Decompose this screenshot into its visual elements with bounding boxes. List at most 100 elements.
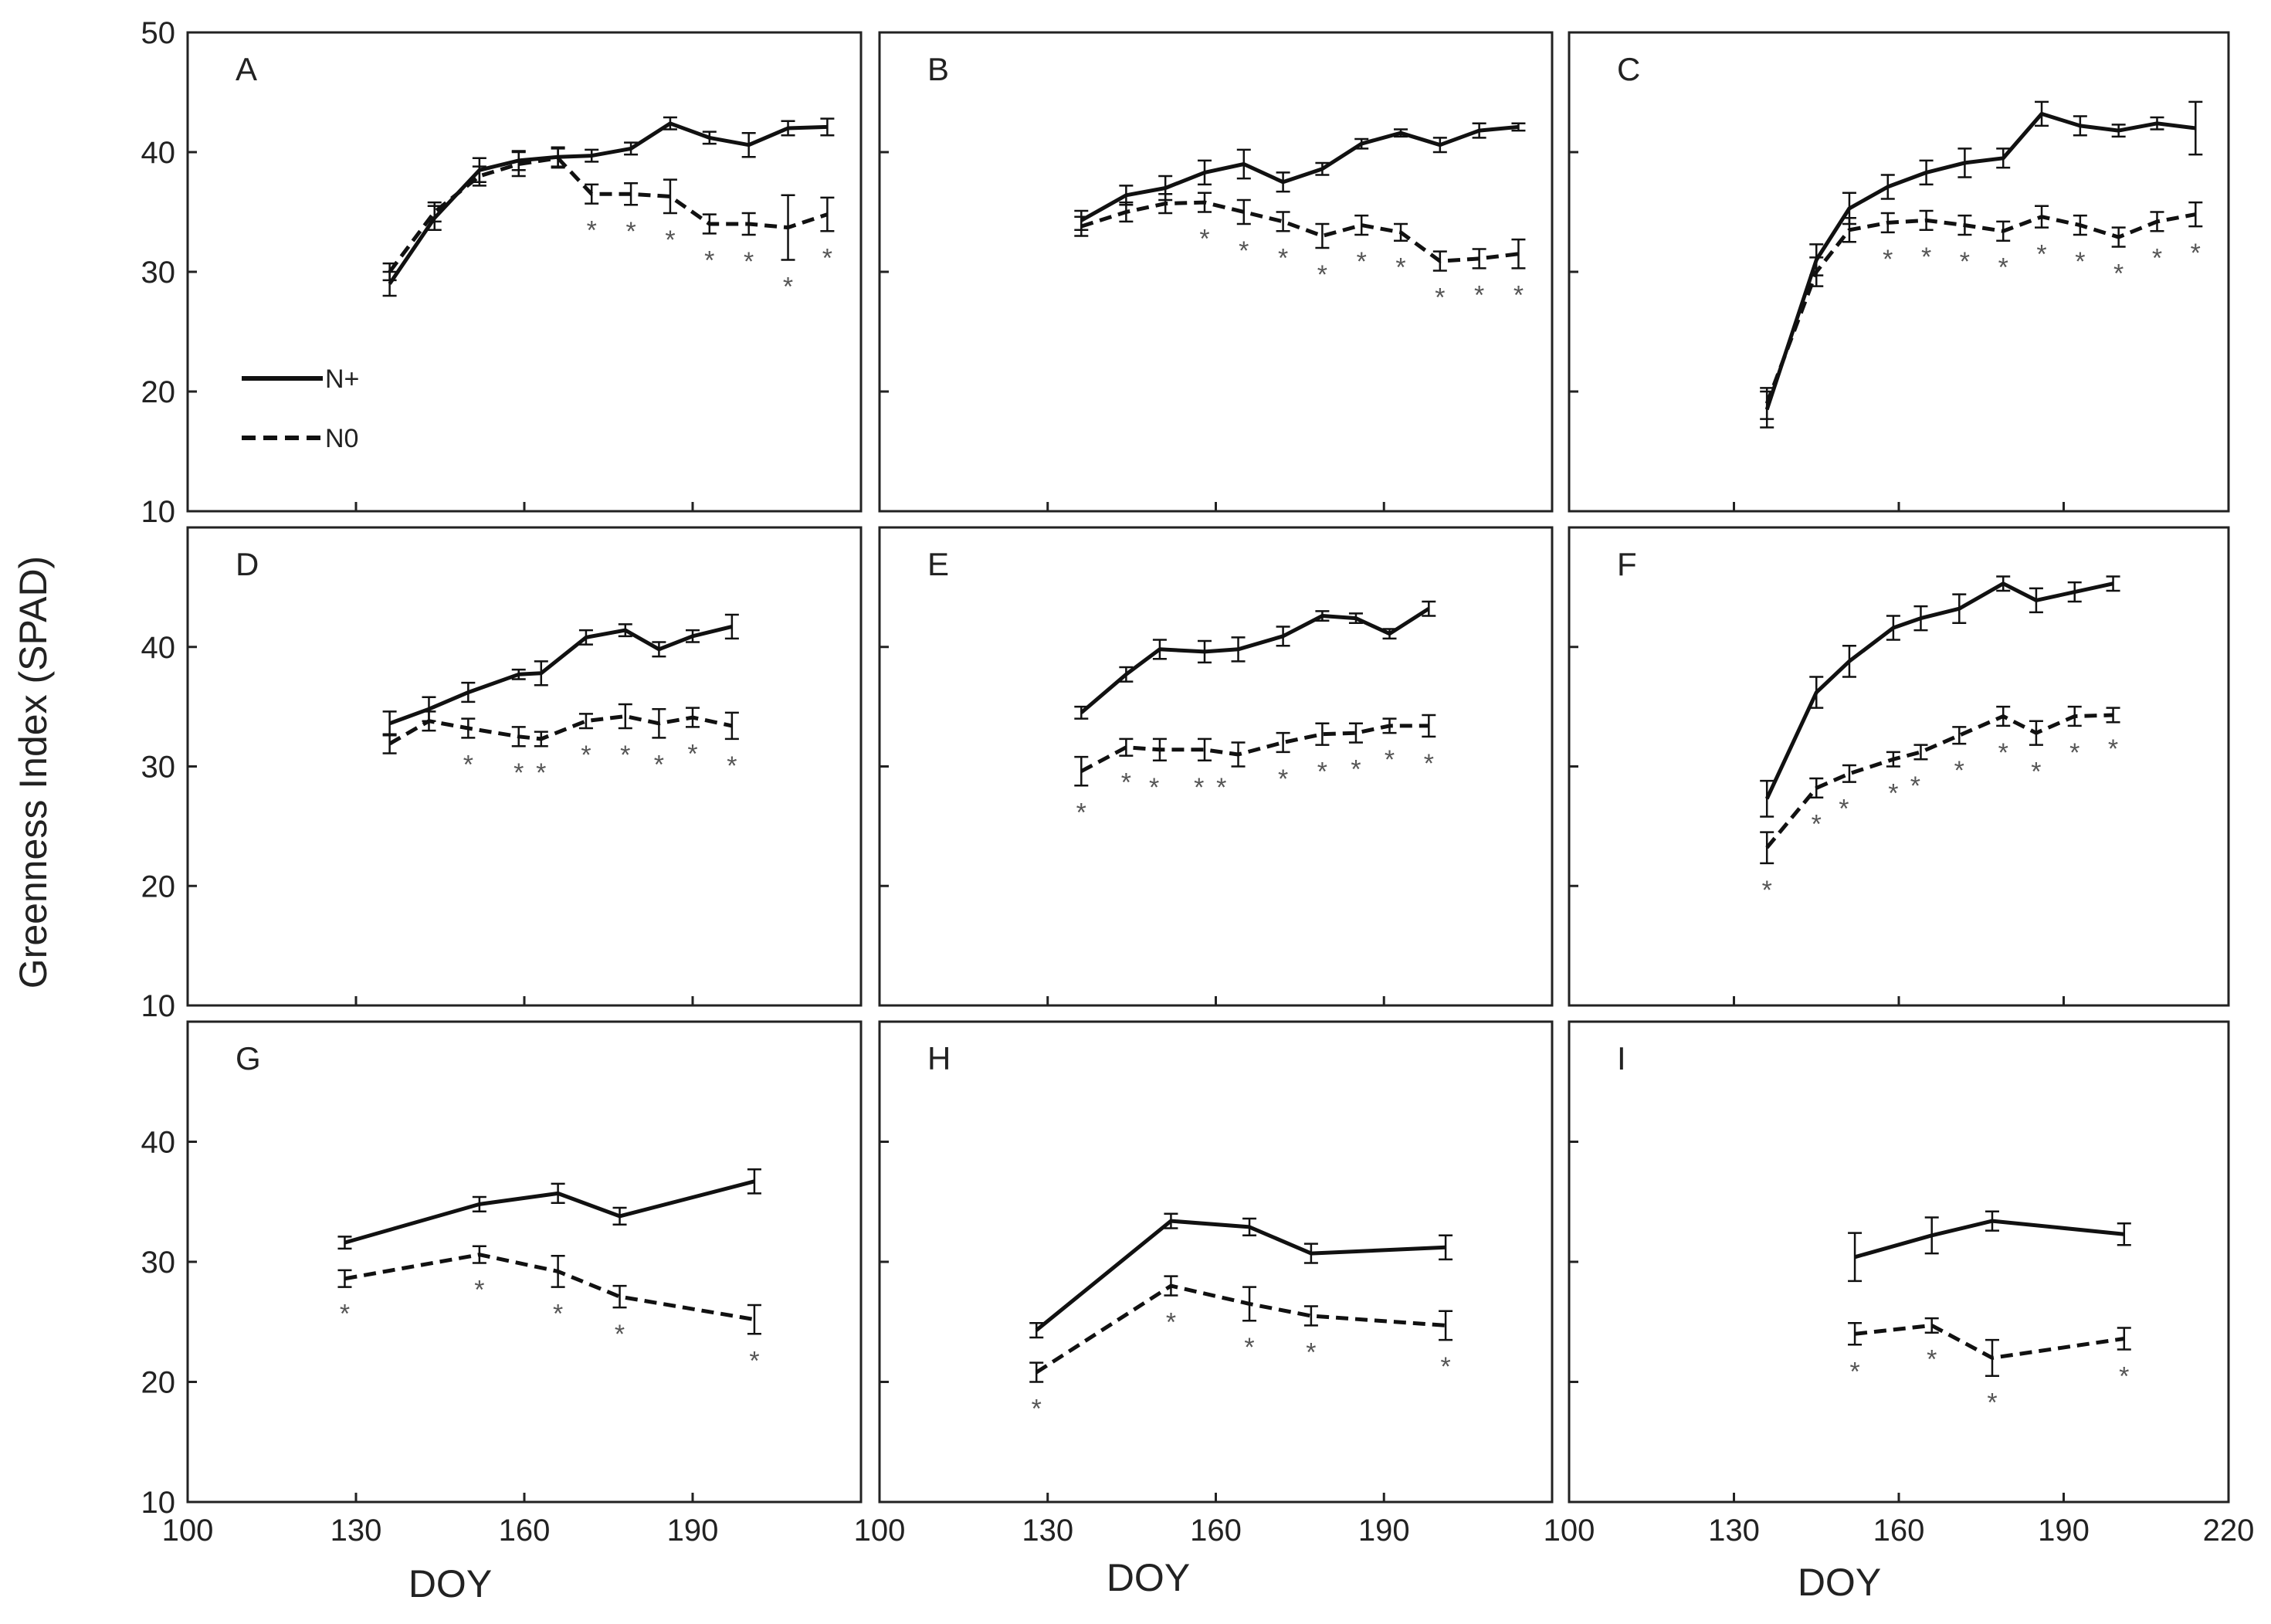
error-bar-nplus: [1952, 593, 1967, 625]
error-bar-n0: [551, 1254, 565, 1288]
x-tick-label: 100: [162, 1514, 214, 1548]
error-bar-nplus: [337, 1236, 352, 1250]
significance-star: *: [727, 751, 737, 781]
error-bar-nplus: [511, 668, 526, 680]
error-bar-n0: [1236, 198, 1251, 225]
panel-frame: [878, 526, 1554, 1007]
error-bar-n0: [382, 733, 397, 754]
panels: A 10 20 30 40 50 * * * * * * * B * * * * * * * * * C * * * * * * * * * D 1…: [141, 16, 2255, 1548]
error-bar-nplus: [1842, 644, 1856, 678]
x-tick-label: 130: [1022, 1514, 1073, 1548]
error-bar-nplus: [1315, 610, 1330, 622]
panel-frame: [186, 526, 863, 1007]
significance-star: *: [1317, 758, 1327, 787]
x-tick-label: 100: [1544, 1514, 1595, 1548]
panel-letter: D: [236, 546, 259, 582]
significance-star: *: [1239, 236, 1249, 266]
error-bar-n0: [1952, 726, 1967, 745]
panel-g: G 10 20 30 40 100 130 160 190 * * * * *: [141, 1020, 863, 1548]
error-bar-nplus: [1348, 612, 1363, 625]
panel-letter: H: [927, 1040, 951, 1076]
error-bar-nplus: [2111, 124, 2126, 138]
error-bar-n0: [1164, 1275, 1178, 1297]
series-line-nplus: [1080, 607, 1430, 714]
significance-star: *: [581, 741, 591, 770]
panel-c: C * * * * * * * * *: [1568, 31, 2230, 513]
error-bar-nplus: [612, 1206, 627, 1226]
y-tick-label: 20: [141, 1366, 176, 1400]
error-bar-n0: [511, 726, 526, 748]
error-bar-n0: [1985, 1338, 1999, 1377]
panel-d: D 10 20 30 40 * * * * * * * *: [141, 526, 863, 1023]
error-bar-nplus: [1231, 636, 1246, 663]
error-bar-n0: [1511, 238, 1526, 270]
error-bar-nplus: [2188, 100, 2203, 156]
significance-star: *: [1435, 283, 1445, 312]
y-axis-title: Greenness Index (SPAD): [12, 556, 55, 988]
x-tick-label: 160: [1190, 1514, 1242, 1548]
error-bar-nplus: [1913, 605, 1928, 632]
significance-star: *: [2113, 259, 2124, 288]
panel-frame: [878, 1020, 1554, 1504]
significance-star: *: [1032, 1395, 1042, 1424]
error-bar-nplus: [741, 131, 756, 158]
series-line-n0: [1765, 713, 2113, 849]
panel-letter: A: [236, 51, 257, 87]
y-tick-label: 10: [141, 1486, 176, 1520]
error-bar-nplus: [1886, 615, 1900, 641]
error-bar-n0: [1029, 1361, 1044, 1383]
error-bar-nplus: [1394, 128, 1408, 138]
error-bar-n0: [612, 1284, 627, 1309]
error-bar-n0: [461, 717, 476, 739]
significance-star: *: [665, 225, 675, 255]
error-bar-nplus: [1276, 626, 1290, 647]
error-bar-nplus: [578, 629, 593, 646]
error-bar-nplus: [724, 613, 739, 640]
significance-star: *: [1395, 253, 1405, 283]
error-bar-nplus: [1119, 666, 1134, 683]
error-bar-n0: [1760, 387, 1774, 420]
significance-star: *: [2075, 247, 2085, 276]
error-bar-nplus: [1164, 1212, 1178, 1229]
significance-star: *: [704, 246, 714, 275]
significance-star: *: [1812, 810, 1822, 839]
error-bar-n0: [2073, 214, 2087, 236]
panel-letter: C: [1617, 51, 1640, 87]
y-tick-label: 40: [141, 631, 176, 665]
significance-star: *: [1357, 247, 1367, 276]
error-bar-nplus: [702, 131, 717, 145]
error-bar-n0: [1119, 201, 1134, 223]
error-bar-n0: [2067, 705, 2082, 727]
panel-a: A 10 20 30 40 50 * * * * * * *: [141, 16, 863, 529]
significance-star: *: [1839, 795, 1849, 824]
error-bar-n0: [1074, 215, 1089, 237]
significance-star: *: [553, 1300, 563, 1329]
significance-star: *: [620, 741, 630, 770]
error-bar-nplus: [1511, 122, 1526, 132]
significance-star: *: [1351, 755, 1361, 785]
significance-star: *: [1927, 1345, 1937, 1375]
error-bar-nplus: [2106, 575, 2120, 592]
error-bar-nplus: [1809, 676, 1824, 709]
significance-star: *: [1194, 773, 1204, 802]
error-bar-n0: [652, 707, 666, 739]
y-tick-label: 40: [141, 1126, 176, 1160]
error-bar-n0: [422, 710, 436, 732]
significance-star: *: [1762, 876, 1772, 905]
y-tick-label: 30: [141, 751, 176, 785]
y-tick-label: 30: [141, 256, 176, 290]
significance-star: *: [340, 1300, 350, 1329]
error-bar-n0: [1348, 722, 1363, 744]
error-bar-n0: [472, 165, 486, 187]
error-bar-nplus: [1074, 705, 1089, 720]
series-line-n0: [388, 156, 829, 273]
panel-frame: [1568, 1020, 2230, 1504]
significance-star: *: [687, 739, 697, 768]
series-line-nplus: [1854, 1219, 2125, 1260]
error-bar-n0: [747, 1304, 761, 1335]
significance-star: *: [2031, 758, 2041, 787]
significance-star: *: [615, 1320, 625, 1349]
error-bar-nplus: [1152, 639, 1167, 660]
error-bar-n0: [618, 703, 632, 730]
